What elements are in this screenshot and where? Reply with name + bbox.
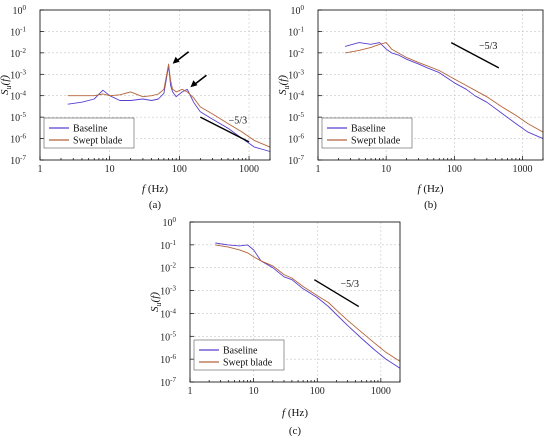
y-tick-label: 10-3 bbox=[10, 68, 26, 81]
y-tick-label: 100 bbox=[13, 4, 27, 17]
y-tick-label: 10-6 bbox=[10, 133, 26, 146]
annotation-arrow-head bbox=[172, 56, 180, 64]
x-axis-title: f (Hz) bbox=[418, 183, 444, 195]
x-tick-label: 10 bbox=[105, 164, 115, 175]
slope-label: −5/3 bbox=[479, 41, 497, 52]
x-tick-label: 100 bbox=[172, 164, 187, 175]
slope-label: −5/3 bbox=[229, 116, 247, 127]
panel-a: −5/3 1 10 100 1000 100 10-1 10-2 10-3 10-4 10-5 10-… bbox=[0, 4, 271, 211]
series-line-baseline bbox=[344, 42, 544, 140]
panel-b: −5/3 1 10 100 1000 100 10-1 10-2 10-3 10-4 10-5 10-… bbox=[277, 4, 544, 211]
x-tick-label: 1000 bbox=[371, 386, 391, 397]
legend-box bbox=[43, 117, 135, 149]
legend-entry: Baseline bbox=[223, 346, 258, 357]
panel-c: −5/3 1 10 100 1000 100 10-1 10-2 10-3 10-4 10-5 10-… bbox=[149, 216, 401, 437]
y-tick-label: 10-5 bbox=[288, 111, 304, 124]
plot-frame bbox=[39, 9, 271, 161]
y-tick-label: 10-3 bbox=[288, 68, 304, 81]
y-tick-label: 10-3 bbox=[160, 285, 176, 298]
legend-box bbox=[321, 117, 413, 149]
slope-line bbox=[200, 116, 250, 143]
y-tick-label: 10-6 bbox=[160, 353, 176, 366]
x-tick-label: 100 bbox=[447, 164, 462, 175]
y-tick-label: 10-1 bbox=[10, 25, 26, 38]
y-tick-label: 10-4 bbox=[10, 90, 26, 103]
y-tick-label: 10-5 bbox=[160, 330, 176, 343]
y-tick-label: 10-1 bbox=[160, 239, 176, 252]
legend-entry: Baseline bbox=[73, 124, 108, 135]
legend-entry: Swept blade bbox=[223, 358, 273, 369]
panel-label: (a) bbox=[149, 199, 162, 211]
y-tick-label: 10-5 bbox=[10, 111, 26, 124]
y-tick-label: 10-2 bbox=[288, 47, 304, 60]
x-tick-label: 1 bbox=[38, 164, 43, 175]
slope-label: −5/3 bbox=[341, 279, 359, 290]
series-line-baseline bbox=[215, 242, 401, 369]
y-tick-label: 10-1 bbox=[288, 25, 304, 38]
y-tick-label: 10-7 bbox=[288, 154, 304, 167]
slope-line bbox=[450, 42, 500, 69]
plot-frame bbox=[189, 221, 401, 383]
y-tick-label: 100 bbox=[291, 4, 305, 17]
slope-line bbox=[313, 279, 360, 308]
x-tick-label: 1000 bbox=[239, 164, 259, 175]
x-tick-label: 1 bbox=[316, 164, 321, 175]
panel-label: (b) bbox=[424, 199, 437, 211]
series-line-swept-blade bbox=[345, 42, 544, 133]
y-axis-title: Su(f) bbox=[277, 75, 291, 95]
x-tick-label: 1 bbox=[188, 386, 193, 397]
y-tick-label: 10-2 bbox=[10, 47, 26, 60]
legend-entry: Baseline bbox=[351, 124, 386, 135]
legend-box bbox=[193, 339, 285, 371]
x-tick-label: 10 bbox=[381, 164, 391, 175]
x-tick-label: 100 bbox=[310, 386, 325, 397]
y-tick-label: 100 bbox=[163, 216, 177, 229]
y-axis-title: Su(f) bbox=[0, 75, 13, 95]
annotation-arrow-head bbox=[190, 80, 198, 88]
plot-frame bbox=[317, 9, 544, 161]
y-tick-label: 10-7 bbox=[160, 376, 176, 389]
y-axis-title: Su(f) bbox=[149, 292, 163, 312]
x-tick-label: 1000 bbox=[512, 164, 532, 175]
panel-label: (c) bbox=[289, 425, 302, 437]
y-tick-label: 10-7 bbox=[10, 154, 26, 167]
legend-entry: Swept blade bbox=[73, 136, 123, 147]
x-axis-title: f (Hz) bbox=[142, 183, 168, 195]
x-axis-title: f (Hz) bbox=[282, 407, 308, 419]
series-line-swept-blade bbox=[215, 244, 401, 362]
y-tick-label: 10-4 bbox=[160, 307, 176, 320]
y-tick-label: 10-6 bbox=[288, 133, 304, 146]
x-tick-label: 10 bbox=[249, 386, 259, 397]
series-line-swept-blade bbox=[67, 63, 271, 148]
y-tick-label: 10-2 bbox=[160, 262, 176, 275]
y-tick-label: 10-4 bbox=[288, 90, 304, 103]
legend-entry: Swept blade bbox=[351, 136, 401, 147]
